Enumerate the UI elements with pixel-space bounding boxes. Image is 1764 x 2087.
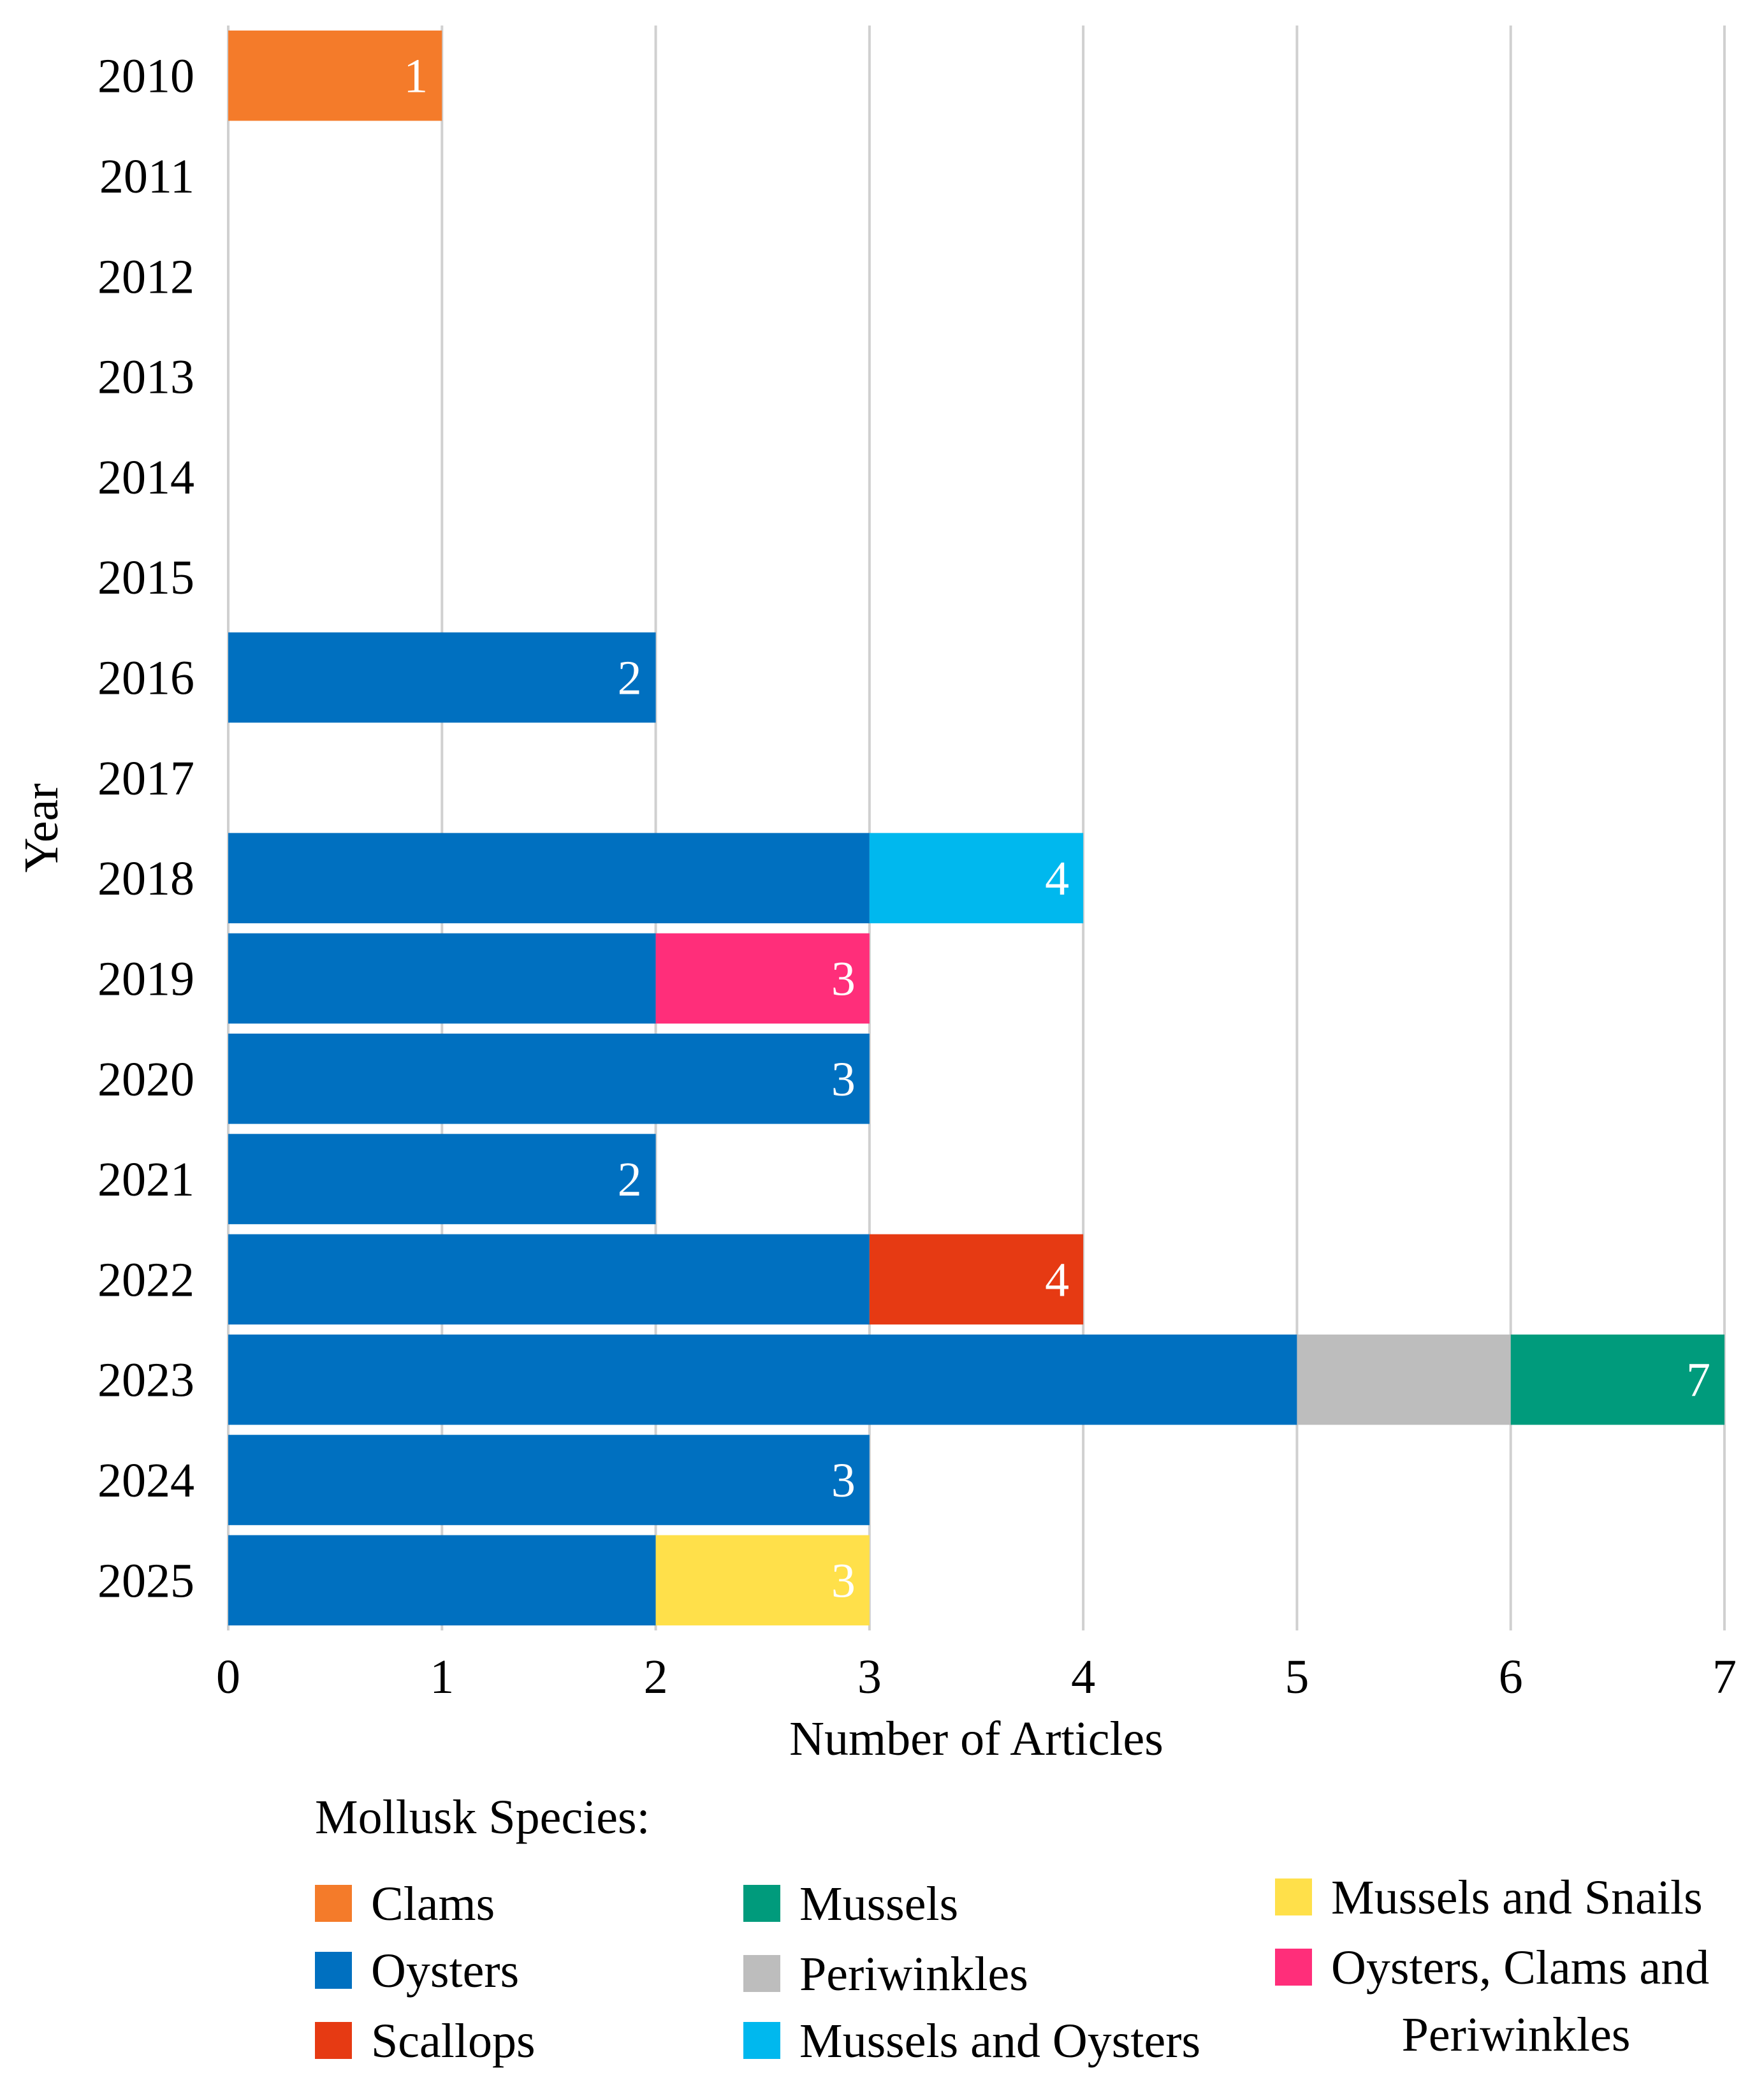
y-tick-2012: 2012	[98, 250, 194, 304]
x-tick-0: 0	[216, 1650, 240, 1704]
bar-total-label-2020: 3	[831, 1053, 856, 1106]
y-tick-2014: 2014	[98, 451, 194, 504]
x-tick-2: 2	[644, 1650, 668, 1704]
bar-2016-oysters	[228, 632, 656, 723]
legend-label-oysters-clams-and: Oysters, Clams and	[1331, 1941, 1709, 1995]
legend-label-clams: Clams	[371, 1877, 495, 1931]
x-tick-1: 1	[430, 1650, 454, 1704]
y-axis-title: Year	[15, 783, 68, 872]
legend-swatch-periwinkles	[743, 1955, 780, 1992]
legend-swatch-clams	[315, 1885, 352, 1922]
y-tick-2016: 2016	[98, 652, 194, 705]
bar-total-label-2016: 2	[618, 652, 642, 705]
legend-label-mussels: Mussels	[799, 1877, 958, 1931]
legend-label-oysters-clams-and-line2: Periwinkles	[1402, 2008, 1631, 2061]
legend-swatch-scallops	[315, 2022, 352, 2059]
legend-label-mussels-and-oysters: Mussels and Oysters	[799, 2014, 1200, 2068]
legend-swatch-mussels-and-snails	[1275, 1878, 1312, 1915]
bar-total-label-2022: 4	[1045, 1253, 1069, 1307]
bar-total-label-2019: 3	[831, 952, 856, 1006]
y-tick-2024: 2024	[98, 1454, 194, 1507]
legend-swatch-oysters-clams-and	[1275, 1949, 1312, 1986]
x-tick-5: 5	[1285, 1650, 1309, 1704]
bar-2019-oysters	[228, 933, 656, 1024]
bar-labels-layer: 1 2 4 3 3 2 4 7 3 3	[404, 50, 1710, 1608]
bar-total-label-2021: 2	[618, 1153, 642, 1206]
bar-2022-oysters	[228, 1234, 870, 1325]
bar-2018-mussels-and-oysters	[869, 833, 1084, 923]
y-tick-2017: 2017	[98, 752, 194, 805]
bar-2023-mussels	[1510, 1334, 1724, 1425]
legend-swatch-mussels	[743, 1885, 780, 1922]
y-tick-labels: 2010 2011 2012 2013 2014 2015 2016 2017 2018 2019…	[98, 50, 194, 1608]
y-tick-2015: 2015	[98, 551, 194, 604]
legend: Clams Oysters Scallops Mussels Periwinkles Mu…	[315, 1871, 1709, 2068]
x-tick-labels: 0 1 2 3 4 5 6 7	[216, 1650, 1737, 1704]
bar-2019-oysters-clams-and-periwinkles	[655, 933, 870, 1024]
bar-2021-oysters	[228, 1134, 656, 1224]
bar-2022-scallops	[869, 1234, 1084, 1325]
bar-2010-clams	[228, 30, 442, 121]
y-tick-2013: 2013	[98, 351, 194, 404]
y-tick-2010: 2010	[98, 50, 194, 103]
legend-label-periwinkles: Periwinkles	[799, 1947, 1028, 2001]
bar-2024-oysters	[228, 1435, 870, 1525]
bar-total-label-2018: 4	[1045, 852, 1069, 905]
x-tick-7: 7	[1712, 1650, 1737, 1704]
y-tick-2011: 2011	[99, 150, 194, 203]
legend-swatch-mussels-and-oysters	[743, 2022, 780, 2059]
bar-total-label-2010: 1	[404, 50, 428, 103]
bar-2023-oysters	[228, 1334, 1297, 1425]
y-tick-2018: 2018	[98, 852, 194, 905]
x-tick-6: 6	[1499, 1650, 1523, 1704]
bar-total-label-2025: 3	[831, 1554, 856, 1607]
x-tick-3: 3	[857, 1650, 882, 1704]
y-tick-2020: 2020	[98, 1053, 194, 1106]
bar-total-label-2024: 3	[831, 1454, 856, 1507]
bars-layer	[228, 30, 1724, 1626]
bar-2023-periwinkles	[1297, 1334, 1511, 1425]
y-tick-2019: 2019	[98, 952, 194, 1006]
legend-label-oysters: Oysters	[371, 1944, 519, 1998]
bar-2020-oysters	[228, 1033, 870, 1124]
y-tick-2023: 2023	[98, 1354, 194, 1407]
grid-layer	[227, 26, 1726, 1630]
x-axis-title: Number of Articles	[789, 1712, 1163, 1766]
bar-2025-oysters	[228, 1535, 656, 1626]
y-tick-2022: 2022	[98, 1253, 194, 1307]
bar-2025-mussels-and-snails	[655, 1535, 870, 1626]
legend-title: Mollusk Species:	[315, 1790, 650, 1844]
legend-swatch-oysters	[315, 1952, 352, 1989]
legend-label-scallops: Scallops	[371, 2014, 536, 2068]
bar-2018-oysters	[228, 833, 870, 923]
bar-total-label-2023: 7	[1686, 1354, 1710, 1407]
y-tick-2025: 2025	[98, 1554, 194, 1607]
x-tick-4: 4	[1071, 1650, 1095, 1704]
legend-label-mussels-and-snails: Mussels and Snails	[1331, 1871, 1703, 1924]
y-tick-2021: 2021	[98, 1153, 194, 1206]
